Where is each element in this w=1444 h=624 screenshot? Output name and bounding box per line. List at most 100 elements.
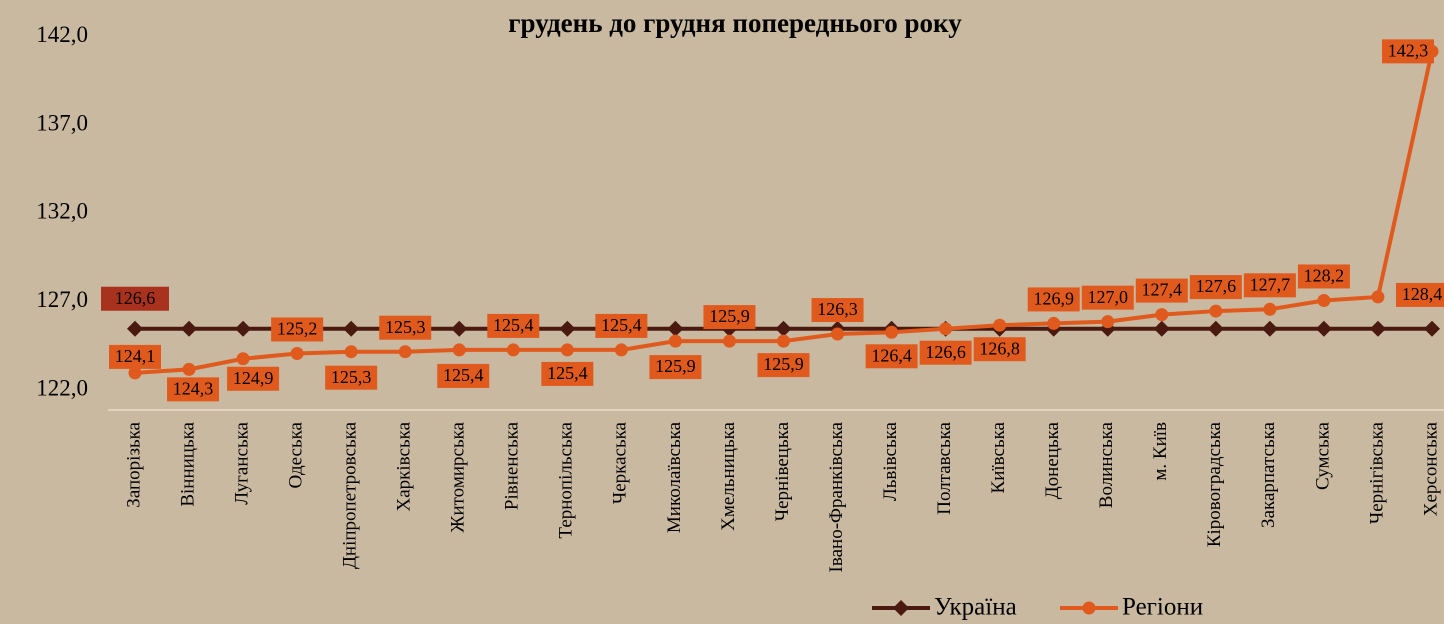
- marker: [1371, 290, 1385, 304]
- x-tick-label: Закарпатська: [1258, 421, 1279, 528]
- data-label: 127,6: [1196, 276, 1237, 296]
- marker: [614, 343, 628, 357]
- label-box: [757, 353, 810, 378]
- marker: [1207, 320, 1224, 337]
- marker: [235, 320, 252, 337]
- marker: [452, 343, 466, 357]
- data-label: 128,2: [1304, 266, 1345, 286]
- data-label: 127,0: [1088, 287, 1129, 307]
- x-tick-label: Одеська: [285, 421, 306, 488]
- label-box: [487, 313, 540, 338]
- marker: [181, 320, 198, 337]
- x-tick-label: Львівська: [880, 421, 901, 501]
- data-label: 126,6: [115, 288, 156, 308]
- marker: [344, 345, 358, 359]
- x-tick-label: Київська: [988, 421, 1009, 493]
- marker: [1263, 302, 1277, 316]
- marker: [398, 345, 412, 359]
- data-label: 126,4: [871, 345, 912, 365]
- marker: [182, 362, 196, 376]
- x-tick-label: Вінницька: [177, 421, 198, 506]
- label-box: [1189, 275, 1242, 300]
- x-tick-label: Волинська: [1096, 421, 1117, 508]
- marker: [993, 318, 1007, 332]
- data-label: 125,3: [385, 317, 426, 337]
- marker: [939, 322, 953, 336]
- data-label: 125,9: [655, 356, 696, 376]
- marker: [722, 334, 736, 348]
- data-label: 127,7: [1250, 274, 1291, 294]
- marker: [1424, 320, 1440, 337]
- marker: [290, 346, 304, 360]
- x-tick-label: Чернівецька: [772, 421, 793, 521]
- x-tick-label: Чернігівська: [1366, 421, 1387, 524]
- marker: [506, 343, 520, 357]
- legend-label: Регіони: [1122, 594, 1203, 621]
- label-box: [325, 365, 378, 390]
- label-box: [595, 313, 648, 338]
- x-tick-label: Миколаївська: [664, 421, 685, 533]
- marker: [1315, 320, 1332, 337]
- data-label: 125,4: [493, 315, 534, 335]
- marker: [667, 320, 684, 337]
- data-label: 125,4: [547, 363, 588, 383]
- marker: [127, 320, 143, 337]
- data-label: 126,9: [1033, 289, 1074, 309]
- data-label: 124,3: [173, 378, 214, 398]
- x-tick-label: Рівненська: [502, 421, 523, 510]
- legend-marker: [1082, 601, 1096, 615]
- data-label: 126,3: [817, 299, 858, 319]
- marker: [831, 327, 845, 341]
- label-box: [1027, 287, 1080, 312]
- label-box: [101, 286, 169, 311]
- x-tick-label: Дніпропетровська: [340, 421, 361, 569]
- marker: [451, 320, 468, 337]
- legend-marker: [893, 600, 909, 616]
- data-label: 126,8: [979, 338, 1020, 358]
- data-label: 124,9: [233, 368, 274, 388]
- label-box: [1395, 282, 1444, 307]
- x-tick-label: Івано-Франківська: [826, 421, 847, 572]
- data-label: 126,6: [925, 342, 966, 362]
- data-label: 142,3: [1388, 40, 1429, 60]
- data-label: 125,4: [443, 365, 484, 385]
- x-tick-label: Херсонська: [1420, 421, 1441, 516]
- y-tick-label: 127,0: [36, 287, 88, 312]
- data-label: 125,2: [277, 319, 318, 339]
- label-box: [1081, 285, 1134, 310]
- legend-label: Україна: [934, 594, 1017, 621]
- x-tick-label: Черкаська: [610, 421, 631, 504]
- data-label: 127,4: [1142, 280, 1183, 300]
- x-tick-label: м. Київ: [1150, 422, 1171, 481]
- marker: [128, 366, 142, 380]
- x-tick-label: Полтавська: [934, 421, 955, 514]
- x-tick-label: Сумська: [1312, 421, 1333, 490]
- x-tick-label: Луганська: [231, 421, 252, 504]
- x-tick-label: Запорізька: [123, 421, 144, 507]
- marker: [343, 320, 360, 337]
- marker: [1209, 304, 1223, 318]
- data-label: 125,3: [331, 367, 372, 387]
- label-box: [1297, 264, 1350, 289]
- data-label: 125,4: [601, 315, 642, 335]
- x-tick-label: Хмельницька: [718, 421, 739, 530]
- x-tick-label: Кіровоградська: [1204, 421, 1225, 547]
- marker: [1153, 320, 1170, 337]
- marker: [559, 320, 576, 337]
- marker: [560, 343, 574, 357]
- marker: [1047, 316, 1061, 330]
- label-box: [811, 298, 864, 323]
- x-tick-label: Харківська: [394, 421, 415, 511]
- marker: [775, 320, 792, 337]
- label-box: [227, 366, 280, 391]
- data-label: 125,9: [763, 354, 804, 374]
- marker: [777, 334, 790, 348]
- label-box: [1135, 278, 1188, 303]
- chart-title: грудень до грудня попереднього року: [508, 8, 962, 38]
- x-tick-label: Донецька: [1042, 421, 1063, 499]
- y-tick-label: 132,0: [36, 199, 88, 224]
- y-tick-label: 142,0: [36, 22, 88, 47]
- data-label: 124,1: [115, 346, 156, 366]
- label-box: [973, 337, 1026, 362]
- label-box: [541, 361, 594, 386]
